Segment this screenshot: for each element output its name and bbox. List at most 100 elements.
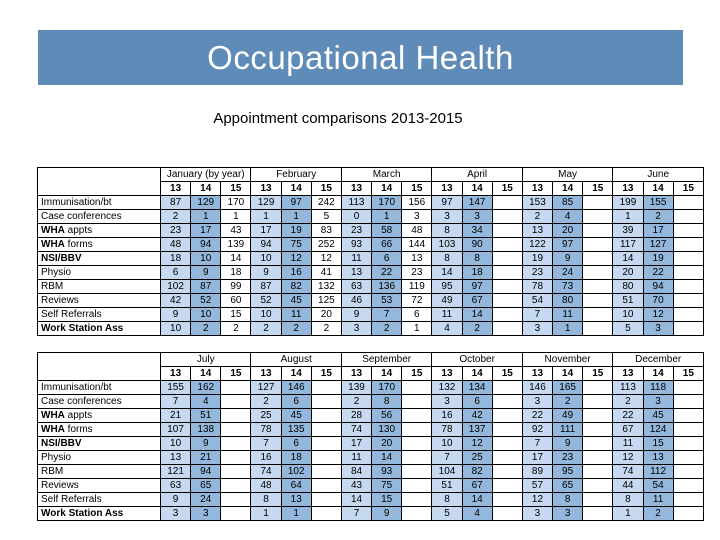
year-header-cell: 14 [280, 181, 312, 196]
data-cell: 8 [461, 251, 493, 266]
data-cell: 28 [340, 408, 373, 423]
row-label-text: Case conferences [41, 210, 122, 222]
appointments-table-jan-jun: January (by year) February March April May Ju… [37, 167, 705, 336]
data-cell: 8 [431, 251, 463, 266]
data-cell: 3 [190, 506, 222, 521]
data-cell: 51 [431, 478, 463, 493]
data-cell: 4 [461, 506, 493, 521]
data-cell: 34 [461, 223, 493, 238]
data-cell: 10 [190, 251, 222, 266]
data-cell: 10 [250, 307, 282, 322]
data-cell: 7 [250, 436, 282, 451]
year-header-cell: 15 [310, 181, 342, 196]
row-label-text: Work Station Ass [41, 507, 124, 519]
row-label-text: appts [64, 409, 93, 421]
year-header-cell: 15 [582, 181, 614, 196]
data-cell: 78 [250, 422, 282, 437]
data-cell [220, 506, 252, 521]
data-cell: 242 [310, 195, 342, 210]
data-cell [220, 422, 252, 437]
month-header-cell: April [431, 167, 523, 182]
row-label: Work Station Ass [37, 321, 161, 336]
data-cell: 42 [461, 408, 493, 423]
data-cell: 18 [461, 265, 493, 280]
month-header-cell: October [431, 352, 523, 367]
data-cell: 57 [521, 478, 554, 493]
data-cell: 22 [521, 408, 554, 423]
data-cell: 6 [280, 436, 312, 451]
year-header-cell: 15 [582, 366, 614, 381]
data-cell: 8 [431, 223, 463, 238]
data-cell: 20 [371, 436, 403, 451]
row-label-text: Physio [41, 266, 72, 278]
data-cell [310, 478, 342, 493]
data-cell: 15 [220, 307, 252, 322]
data-cell: 170 [371, 195, 403, 210]
appointments-table-jul-dec: July August September October November Decemb… [37, 352, 705, 521]
data-cell [401, 422, 433, 437]
data-cell [491, 422, 523, 437]
data-cell [491, 209, 523, 224]
data-cell: 144 [401, 237, 433, 252]
data-cell [582, 321, 614, 336]
data-cell: 113 [612, 380, 644, 395]
data-cell: 12 [310, 251, 342, 266]
data-cell: 9 [159, 307, 192, 322]
data-cell: 12 [612, 450, 644, 465]
data-cell: 56 [371, 408, 403, 423]
table-row: Case conferences 2 1 1 1 1 5 0 1 3 3 3 2 4 1 2 [37, 209, 705, 224]
data-cell: 95 [552, 464, 584, 479]
data-cell: 170 [371, 380, 403, 395]
data-cell: 48 [159, 237, 192, 252]
data-cell: 9 [159, 492, 192, 507]
data-cell: 23 [159, 223, 192, 238]
data-cell: 3 [431, 394, 463, 409]
data-cell: 12 [642, 307, 674, 322]
data-cell [582, 237, 614, 252]
data-cell: 23 [521, 265, 554, 280]
year-header-cell: 13 [612, 366, 644, 381]
data-cell [491, 450, 523, 465]
data-cell: 49 [431, 293, 463, 308]
data-cell: 156 [401, 195, 433, 210]
data-cell [220, 380, 252, 395]
data-cell: 252 [310, 237, 342, 252]
data-cell [491, 321, 523, 336]
table-row: Reviews 42 52 60 52 45 125 46 53 72 49 67 54 80 51 70 [37, 293, 705, 308]
data-cell [582, 223, 614, 238]
data-cell [310, 436, 342, 451]
data-cell [672, 307, 705, 322]
table-row: Physio 13 21 16 18 11 14 7 25 17 23 12 13 [37, 450, 705, 465]
data-cell: 139 [220, 237, 252, 252]
month-header-cell: August [250, 352, 342, 367]
row-label-text: RBM [41, 280, 64, 292]
data-cell: 11 [612, 436, 644, 451]
year-header-cell: 15 [672, 366, 705, 381]
month-header-cell: June [612, 167, 704, 182]
data-cell: 63 [159, 478, 192, 493]
data-cell [672, 492, 705, 507]
data-cell: 94 [190, 237, 222, 252]
year-header-cell: 14 [552, 181, 584, 196]
data-cell [672, 321, 705, 336]
data-cell: 18 [280, 450, 312, 465]
data-cell: 4 [552, 209, 584, 224]
table-row: Immunisation/bt 155 162 127 146 139 170 132 134 1… [37, 380, 705, 395]
data-cell: 45 [280, 293, 312, 308]
data-cell: 99 [220, 279, 252, 294]
row-label: Self Referrals [37, 492, 161, 507]
data-cell: 97 [552, 237, 584, 252]
data-cell: 3 [642, 394, 674, 409]
table-row: Work Station Ass 10 2 2 2 2 2 3 2 1 4 2 3 1 5 3 [37, 321, 705, 336]
table-row: Reviews 63 65 48 64 43 75 51 67 57 65 44 54 [37, 478, 705, 493]
data-cell: 23 [552, 450, 584, 465]
row-label-text: NSI/BBV [41, 437, 82, 449]
data-cell: 22 [371, 265, 403, 280]
data-cell: 25 [250, 408, 282, 423]
row-label-text: appts [64, 224, 93, 236]
data-cell: 43 [340, 478, 373, 493]
data-cell [582, 394, 614, 409]
data-cell [401, 506, 433, 521]
year-header-cell: 15 [491, 366, 523, 381]
data-cell [310, 450, 342, 465]
